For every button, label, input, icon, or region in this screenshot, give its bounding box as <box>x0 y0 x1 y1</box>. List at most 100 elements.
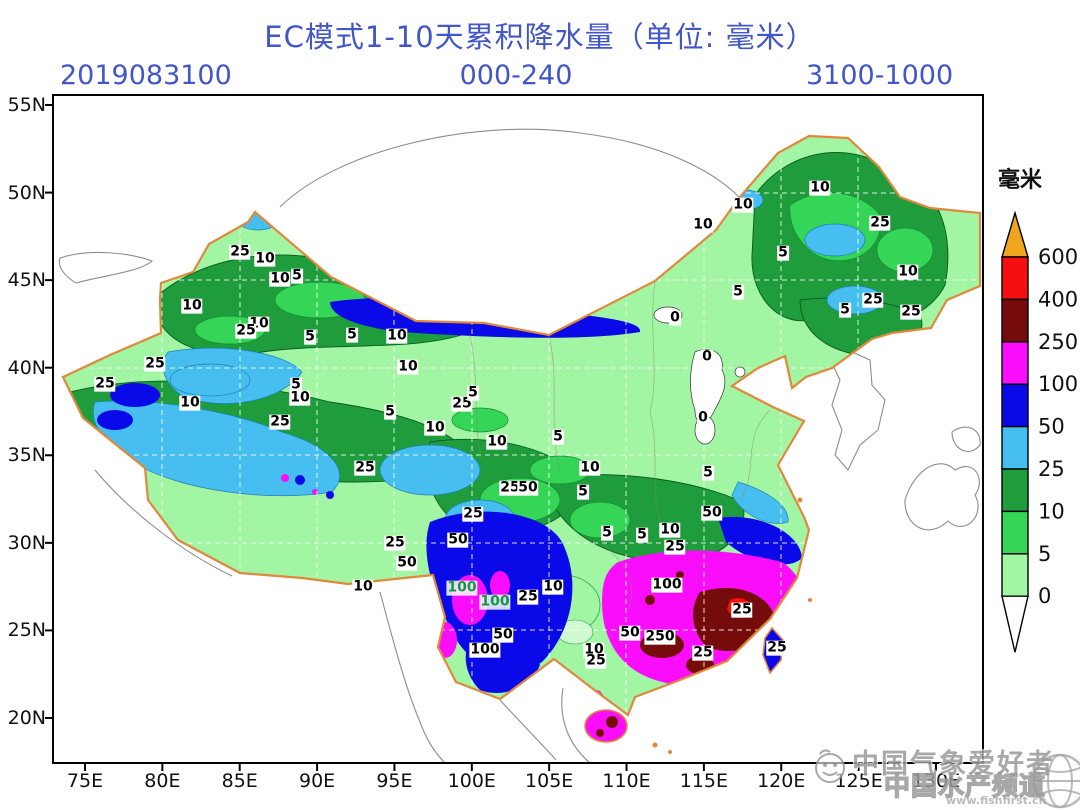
contour-label: 0 <box>669 311 681 326</box>
legend-segment <box>1002 257 1028 299</box>
lat-label: 35N <box>2 444 46 466</box>
legend-colorbar: 60040025010050251050 <box>990 160 1080 670</box>
contour-label: 25 <box>664 540 685 555</box>
contour-label: 25 <box>517 590 538 605</box>
contour-label: 5 <box>346 328 358 343</box>
lat-label: 30N <box>2 532 46 554</box>
contour-label: 5 <box>467 386 479 401</box>
contour-label: 5 <box>839 303 851 318</box>
legend-value: 600 <box>1038 245 1078 269</box>
contour-label: 25 <box>235 324 256 339</box>
contour-label: 100 <box>651 578 682 593</box>
lon-label: 85E <box>208 770 272 792</box>
lat-label: 20N <box>2 707 46 729</box>
lon-label: 75E <box>53 770 117 792</box>
contour-label: 0 <box>697 411 709 426</box>
legend-segment <box>1002 384 1028 426</box>
contour-label: 10 <box>732 198 753 213</box>
lat-label: 45N <box>2 269 46 291</box>
contour-label: 25 <box>692 646 713 661</box>
contour-label: 10 <box>397 360 418 375</box>
legend-value: 5 <box>1038 542 1051 566</box>
contour-label: 25 <box>862 293 883 308</box>
contour-label: 50 <box>396 556 417 571</box>
contour-label: 25 <box>585 654 606 669</box>
contour-label: 10 <box>486 435 507 450</box>
contour-label: 25 <box>144 357 165 372</box>
contour-label: 50 <box>619 626 640 641</box>
contour-label: 0 <box>701 350 713 365</box>
contour-label: 10 <box>424 421 445 436</box>
hainan-island <box>585 710 627 742</box>
lon-label: 110E <box>595 770 659 792</box>
lat-label: 50N <box>2 182 46 204</box>
legend-segment <box>1002 427 1028 469</box>
contour-label: 10 <box>181 299 202 314</box>
contour-label: 5 <box>304 330 316 345</box>
smiley-face-icon <box>812 746 848 786</box>
legend-segment <box>1002 554 1028 596</box>
globe-icon <box>1032 752 1080 810</box>
contour-label: 10 <box>659 523 680 538</box>
contour-label: 10 <box>579 461 600 476</box>
contour-label: 10 <box>809 181 830 196</box>
lon-label: 115E <box>672 770 736 792</box>
contour-label: 5 <box>577 485 589 500</box>
contour-label: 10 <box>269 272 290 287</box>
contour-label: 10 <box>542 580 563 595</box>
contour-label: 50 <box>701 506 722 521</box>
contour-label: 50 <box>492 628 513 643</box>
legend-value: 10 <box>1038 499 1065 523</box>
lon-label: 105E <box>517 770 581 792</box>
contour-label: 25 <box>731 603 752 618</box>
lon-label: 95E <box>362 770 426 792</box>
legend-value: 250 <box>1038 330 1078 354</box>
contour-label: 5 <box>702 466 714 481</box>
contour-label: 100 <box>479 595 510 610</box>
legend-value: 400 <box>1038 287 1078 311</box>
legend-value: 100 <box>1038 372 1078 396</box>
contour-label: 10 <box>289 391 310 406</box>
contour-label: 100 <box>446 581 477 596</box>
contour-label: 5 <box>732 285 744 300</box>
contour-label: 100 <box>469 643 500 658</box>
contour-label: 5 <box>552 430 564 445</box>
legend-segment <box>1002 469 1028 511</box>
contour-label: 25 <box>384 536 405 551</box>
contour-label: 25 <box>94 377 115 392</box>
lon-label: 90E <box>285 770 349 792</box>
contour-label: 5 <box>601 526 613 541</box>
lon-label: 80E <box>130 770 194 792</box>
contour-label: 250 <box>644 630 675 645</box>
contour-label: 25 <box>766 641 787 656</box>
contour-label: 5 <box>291 269 303 284</box>
precipitation-map <box>0 0 1080 810</box>
contour-label: 25 <box>269 415 290 430</box>
legend-segment <box>1002 511 1028 553</box>
lat-label: 55N <box>2 94 46 116</box>
legend-segment <box>1002 342 1028 384</box>
legend-segment <box>1002 596 1028 652</box>
legend-value: 0 <box>1038 584 1051 608</box>
contour-label: 10 <box>352 580 373 595</box>
lat-label: 25N <box>2 619 46 641</box>
contour-label: 50 <box>517 481 538 496</box>
contour-label: 25 <box>900 305 921 320</box>
precipitation-fill <box>53 95 983 763</box>
lat-label: 40N <box>2 357 46 379</box>
contour-label: 10 <box>386 329 407 344</box>
contour-label: 10 <box>179 396 200 411</box>
contour-label: 10 <box>692 218 713 233</box>
lon-label: 100E <box>440 770 504 792</box>
legend-segment <box>1002 213 1028 257</box>
contour-label: 5 <box>384 405 396 420</box>
contour-label: 10 <box>897 265 918 280</box>
legend-value: 50 <box>1038 415 1065 439</box>
legend-segment <box>1002 299 1028 341</box>
contour-label: 25 <box>229 245 250 260</box>
contour-label: 5 <box>636 528 648 543</box>
lon-label: 120E <box>749 770 813 792</box>
contour-label: 25 <box>354 461 375 476</box>
contour-label: 5 <box>777 246 789 261</box>
contour-label: 25 <box>462 507 483 522</box>
